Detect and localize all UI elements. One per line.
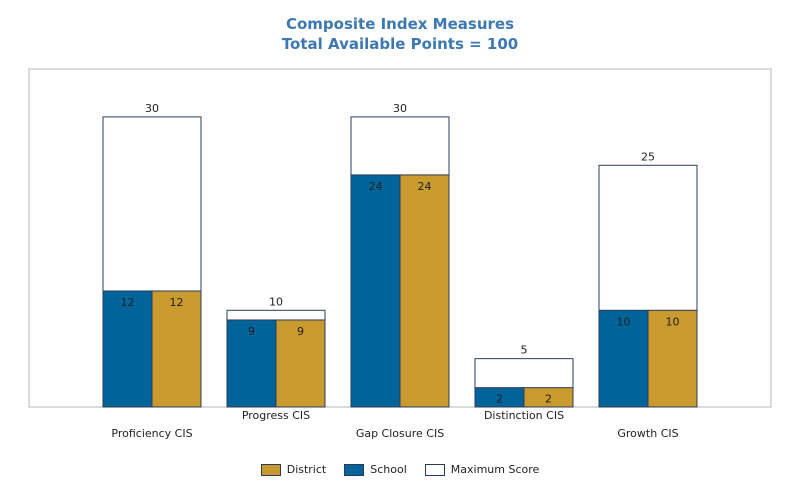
value-label-maximum-distinction-cis: 5 — [521, 344, 528, 357]
legend-swatch-maximum-score — [424, 463, 445, 476]
chart-subtitle: Total Available Points = 100 — [281, 35, 519, 53]
value-label-maximum-proficiency-cis: 30 — [145, 102, 159, 115]
category-label-distinction-cis: Distinction CIS — [484, 409, 564, 422]
bar-school-progress-cis — [226, 319, 277, 408]
legend-swatch-district — [260, 463, 281, 476]
value-label-district-gap-closure-cis: 24 — [418, 180, 432, 193]
legend-label-maximum-score: Maximum Score — [450, 463, 540, 476]
value-label-school-proficiency-cis: 12 — [121, 296, 135, 309]
value-label-district-proficiency-cis: 12 — [170, 296, 184, 309]
value-label-school-growth-cis: 10 — [617, 315, 631, 328]
legend-swatch-school — [344, 463, 365, 476]
category-label-growth-cis: Growth CIS — [617, 427, 678, 440]
bar-district-proficiency-cis — [151, 290, 202, 408]
chart-title: Composite Index Measures — [285, 15, 515, 33]
legend-label-school: School — [370, 463, 407, 476]
bar-district-distinction-cis — [523, 387, 574, 408]
bar-district-progress-cis — [275, 319, 326, 408]
category-label-proficiency-cis: Proficiency CIS — [111, 427, 192, 440]
value-label-maximum-progress-cis: 10 — [269, 295, 283, 308]
bar-school-gap-closure-cis — [350, 174, 401, 408]
category-label-progress-cis: Progress CIS — [242, 409, 310, 422]
value-label-maximum-gap-closure-cis: 30 — [393, 102, 407, 115]
bar-district-growth-cis — [647, 309, 698, 408]
legend-item-maximum-score: Maximum Score — [424, 463, 540, 476]
bar-district-gap-closure-cis — [399, 174, 450, 408]
value-label-district-progress-cis: 9 — [297, 325, 304, 338]
category-label-gap-closure-cis: Gap Closure CIS — [356, 427, 444, 440]
legend-label-district: District — [286, 463, 327, 476]
value-label-school-gap-closure-cis: 24 — [369, 180, 383, 193]
value-label-maximum-growth-cis: 25 — [641, 150, 655, 163]
value-label-school-distinction-cis: 2 — [496, 393, 503, 406]
legend: District School Maximum Score — [0, 463, 800, 476]
bar-school-growth-cis — [598, 309, 649, 408]
value-label-school-progress-cis: 9 — [248, 325, 255, 338]
legend-item-district: District — [260, 463, 327, 476]
legend-item-school: School — [344, 463, 407, 476]
value-label-district-distinction-cis: 2 — [545, 393, 552, 406]
value-label-district-growth-cis: 10 — [666, 315, 680, 328]
